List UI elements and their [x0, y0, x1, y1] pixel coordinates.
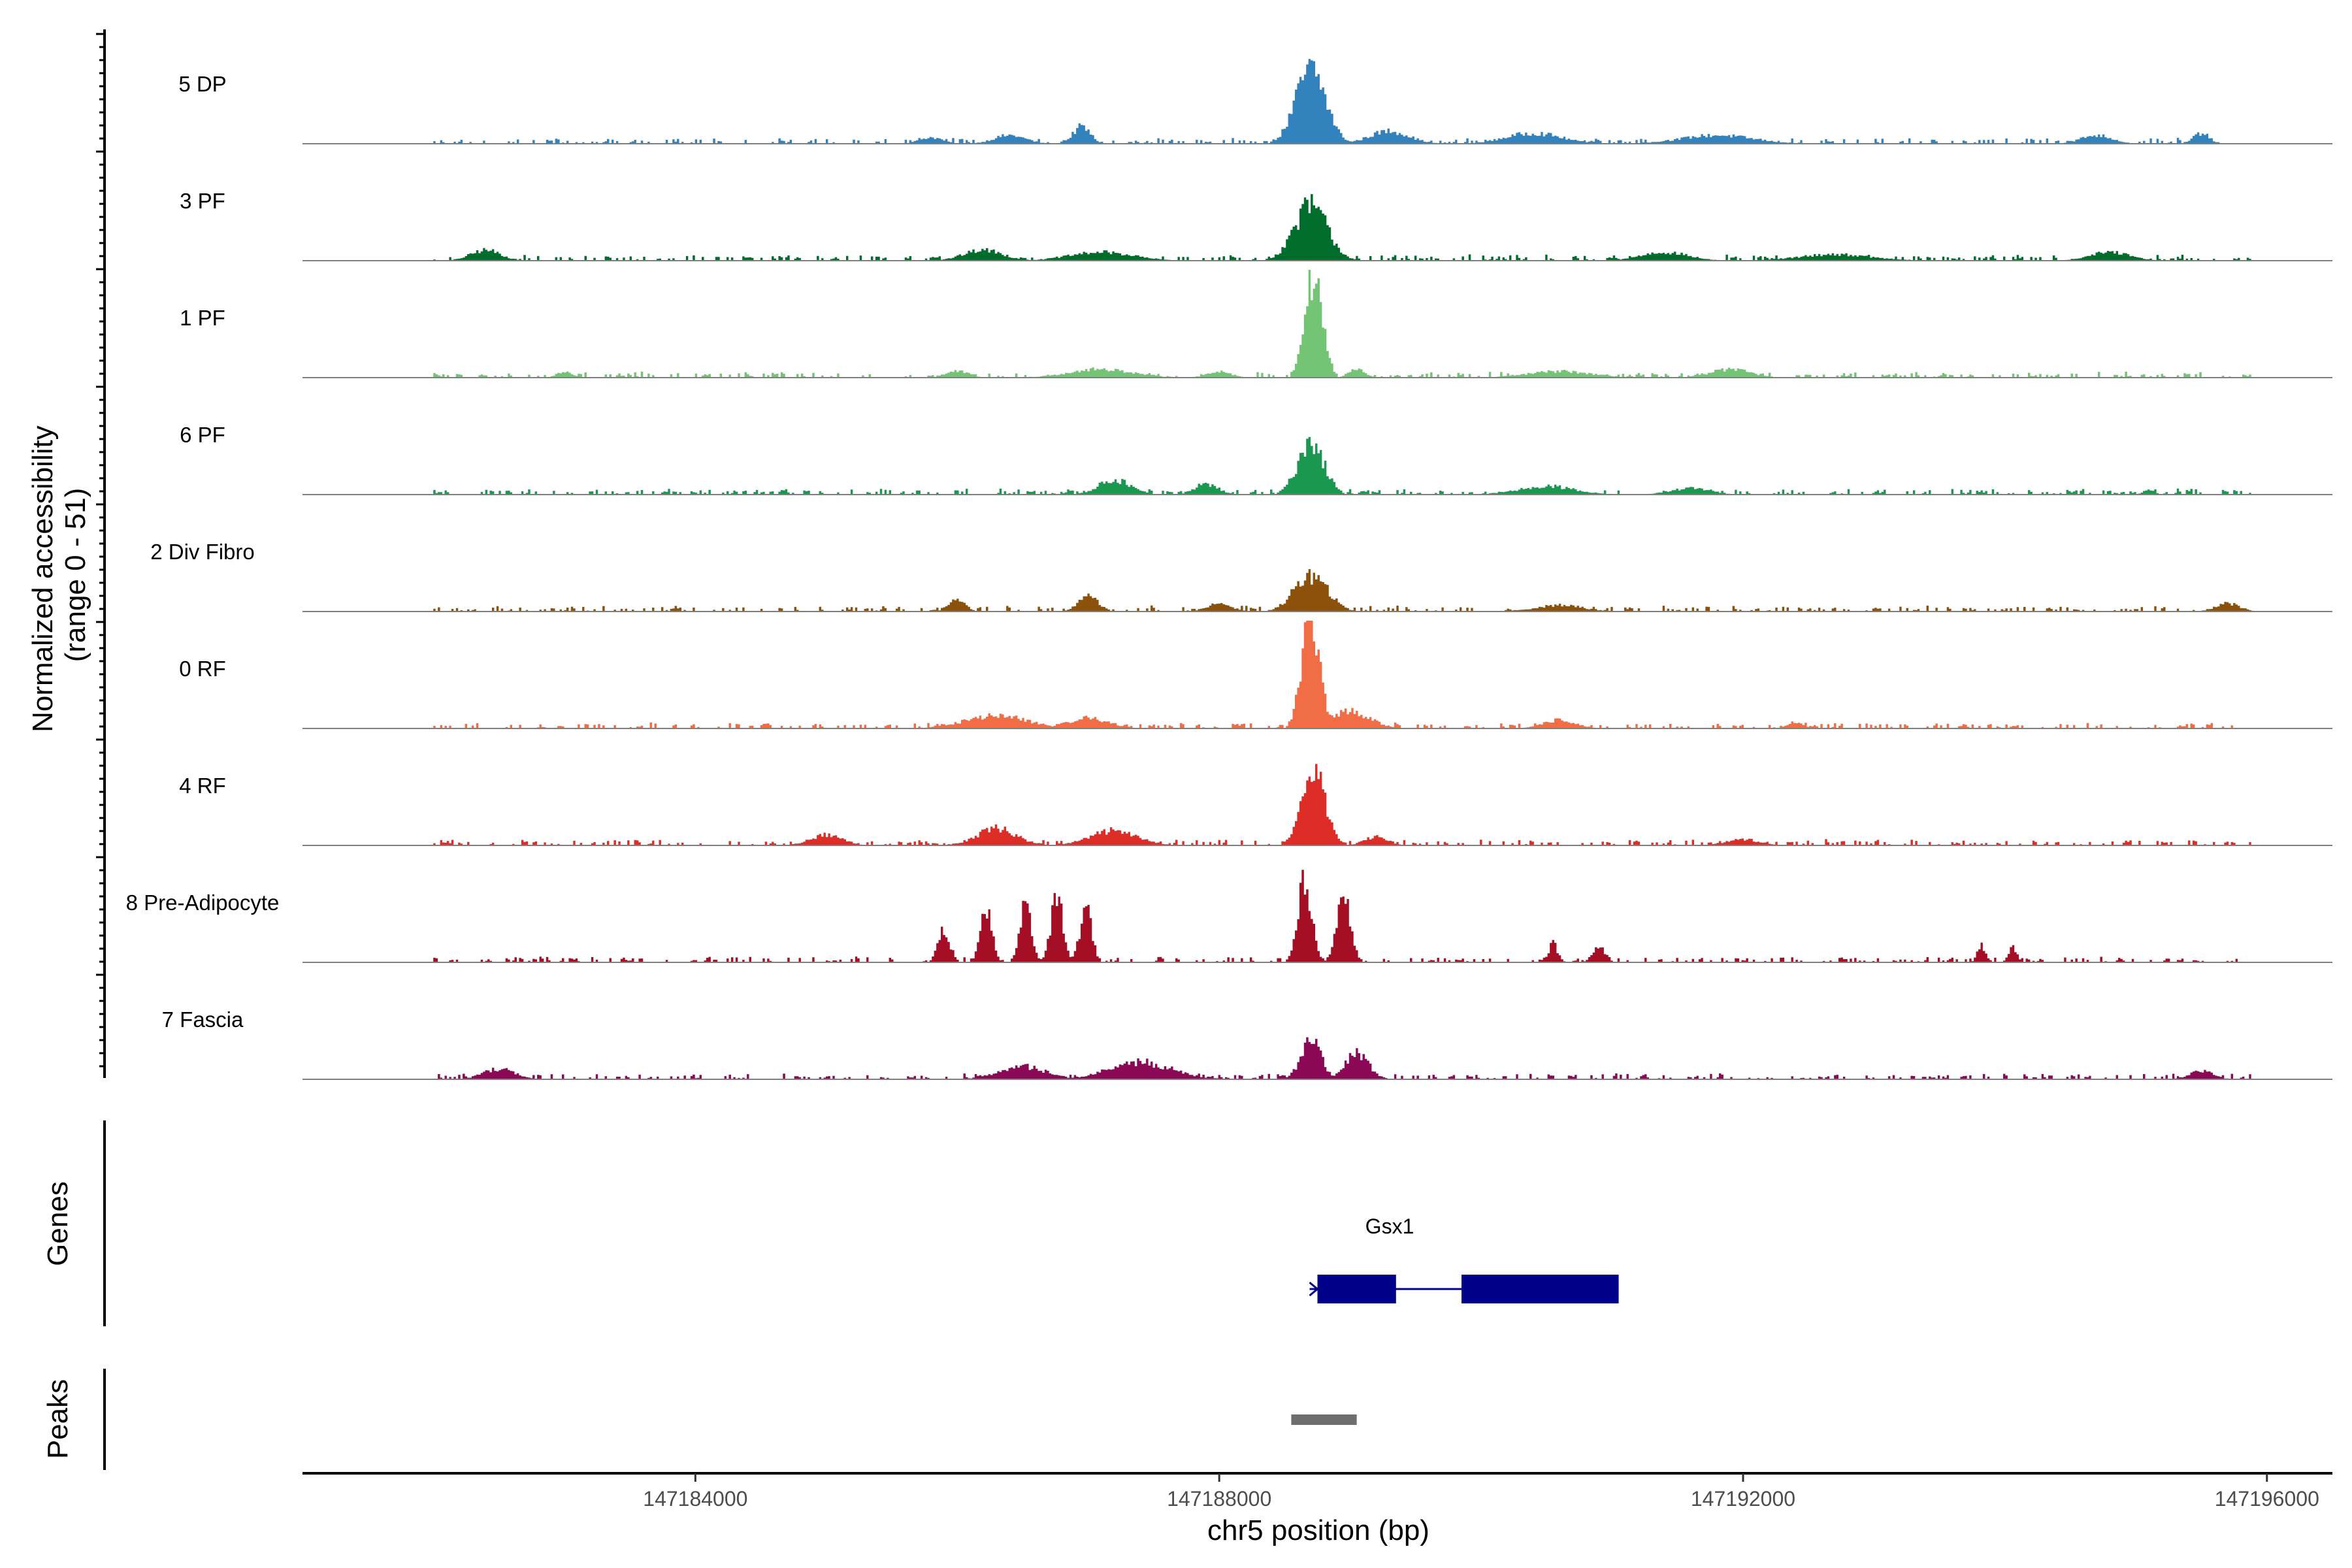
- coverage-area: [302, 621, 2332, 728]
- track-8-pre-adipocyte: 8 Pre-Adipocyte: [126, 870, 2332, 963]
- strand-arrow: [1309, 1281, 1319, 1297]
- coverage-area: [302, 1037, 2332, 1079]
- strand-arrow: [1463, 1281, 1475, 1297]
- coverage-area: [302, 436, 2332, 495]
- coverage-area: [302, 270, 2332, 378]
- y-axis-title: Normalized accessibility (range 0 - 51): [27, 417, 91, 732]
- coverage-area: [302, 59, 2332, 144]
- accessibility-tracks: 5 DP 3 PF 1 PF 6 PF 2 Div Fibro 0 RF 4 RF 8 Pre…: [126, 59, 2332, 1080]
- peak-track: [1291, 1414, 1357, 1425]
- track-0-rf: 0 RF: [179, 621, 2332, 729]
- y-axis-title-line-2: (range 0 - 51): [59, 488, 91, 662]
- peaks-panel-title: Peaks: [42, 1379, 74, 1459]
- gene-label: Gsx1: [1365, 1215, 1414, 1238]
- track-label: 2 Div Fibro: [150, 540, 255, 564]
- coverage-area: [302, 870, 2332, 962]
- coverage-area: [302, 194, 2332, 261]
- track-label: 5 DP: [178, 72, 226, 96]
- y-axis-ticks: [96, 33, 105, 1068]
- x-axis-ticks: 147184000 147188000 147192000 147196000: [643, 1473, 2319, 1511]
- coverage-area: [302, 764, 2332, 845]
- track-label: 4 RF: [179, 774, 226, 798]
- track-1-pf: 1 PF: [180, 270, 2332, 378]
- track-label: 1 PF: [180, 306, 225, 330]
- y-axis-title-line-1: Normalized accessibility: [27, 425, 59, 732]
- track-label: 0 RF: [179, 657, 226, 681]
- track-4-rf: 4 RF: [179, 764, 2332, 846]
- track-label: 8 Pre-Adipocyte: [126, 890, 280, 915]
- x-tick-label: 147192000: [1691, 1487, 1795, 1511]
- track-label: 7 Fascia: [162, 1007, 244, 1032]
- track-label: 3 PF: [180, 189, 225, 213]
- x-tick-label: 147188000: [1167, 1487, 1271, 1511]
- track-label: 6 PF: [180, 423, 225, 447]
- gene-exon: [1317, 1275, 1396, 1303]
- genes-panel-title: Genes: [42, 1181, 74, 1266]
- gene-track: Gsx1: [1309, 1215, 1619, 1303]
- track-3-pf: 3 PF: [180, 189, 2332, 261]
- coverage-area: [302, 569, 2332, 612]
- gene-exon: [1461, 1275, 1619, 1303]
- x-tick-label: 147184000: [643, 1487, 747, 1511]
- x-tick-label: 147196000: [2215, 1487, 2319, 1511]
- track-5-dp: 5 DP: [178, 59, 2332, 144]
- track-6-pf: 6 PF: [180, 423, 2332, 495]
- track-2-div-fibro: 2 Div Fibro: [150, 540, 2332, 612]
- track-7-fascia: 7 Fascia: [162, 1007, 2332, 1080]
- peak-bar: [1291, 1414, 1357, 1425]
- x-axis-title: chr5 position (bp): [1207, 1514, 1429, 1546]
